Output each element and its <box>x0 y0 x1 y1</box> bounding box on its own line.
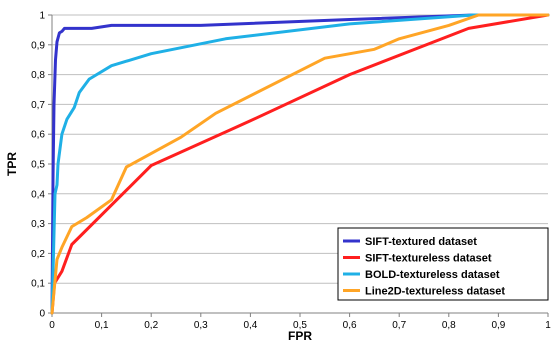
series-line-1 <box>50 13 550 315</box>
legend-label-2: SIFT-textureless dataset <box>365 253 492 265</box>
x-tick-label: 0,3 <box>194 320 208 331</box>
x-tick-label: 0,6 <box>343 320 357 331</box>
x-tick-label: 0,9 <box>491 320 505 331</box>
x-tick-label: 0,8 <box>442 320 456 331</box>
x-tick-label: 1 <box>545 320 551 331</box>
y-tick-label: 0,1 <box>31 279 45 290</box>
legend-label-1: SIFT-textured dataset <box>365 236 477 248</box>
legend-box <box>337 227 549 301</box>
y-tick-label: 0,6 <box>31 130 45 141</box>
y-tick-label: 0,2 <box>31 249 45 260</box>
y-tick-label: 0,8 <box>31 70 45 81</box>
x-tick-label: 0,5 <box>293 320 307 331</box>
y-axis-title: TPR <box>5 152 19 176</box>
x-axis-title: FPR <box>288 329 312 343</box>
legend-label-3: BOLD-textureless dataset <box>365 269 500 281</box>
y-tick-label: 0 <box>39 309 45 320</box>
series-line-4 <box>50 13 550 315</box>
y-tick-label: 0,3 <box>31 219 45 230</box>
x-tick-labels: 0 0,1 0,2 0,3 0,4 0,5 0,6 0,7 0,8 0,9 1 <box>49 320 551 331</box>
y-tick-label: 0,9 <box>31 40 45 51</box>
y-tick-labels: 0 0,1 0,2 0,3 0,4 0,5 0,6 0,7 0,8 0,9 1 <box>31 11 45 320</box>
y-tick-label: 1 <box>39 11 45 22</box>
x-tick-label: 0,2 <box>144 320 158 331</box>
legend-items: SIFT-textured dataset SIFT-textureless da… <box>343 236 505 298</box>
legend-label-4: Line2D-textureless dataset <box>365 286 505 298</box>
series-lines <box>50 13 550 315</box>
series-line-2 <box>50 13 550 315</box>
x-tick-label: 0,4 <box>243 320 257 331</box>
legend: SIFT-textured dataset SIFT-textureless da… <box>337 227 549 301</box>
y-tick-label: 0,5 <box>31 160 45 171</box>
series-line-3 <box>50 13 550 315</box>
y-tick-label: 0,4 <box>31 189 45 200</box>
x-tick-label: 0 <box>49 320 55 331</box>
x-tick-label: 0,7 <box>392 320 406 331</box>
y-tick-label: 0,7 <box>31 100 45 111</box>
x-tick-label: 0,1 <box>95 320 109 331</box>
